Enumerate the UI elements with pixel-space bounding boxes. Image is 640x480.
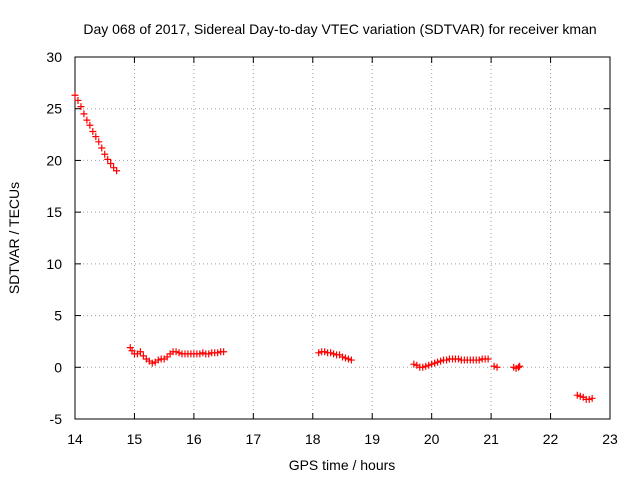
plot-frame [74,56,611,420]
chart-title: Day 068 of 2017, Sidereal Day-to-day VTE… [83,21,596,37]
data-point [74,96,82,104]
data-point [576,392,584,400]
data-point [110,164,118,172]
data-point [493,363,501,371]
series-arc-5 [490,362,501,371]
data-point [347,356,355,364]
x-tick-label: 22 [543,431,559,447]
data-point [516,362,524,370]
data-point [327,349,335,357]
series-arc-7 [573,391,596,403]
data-point [330,350,338,358]
data-point [573,391,581,399]
data-point [214,349,222,357]
x-tick-label: 19 [364,431,380,447]
data-point [92,133,100,141]
data-point [220,348,228,356]
data-points [71,91,596,403]
data-point [341,354,349,362]
data-point [175,349,183,357]
series-arc-6 [510,362,524,372]
x-tick-label: 15 [127,431,143,447]
data-point [126,344,134,352]
data-point [321,348,329,356]
data-point [315,349,323,357]
data-point [107,160,115,168]
y-tick-label: 15 [46,204,62,220]
data-point [205,350,213,358]
data-point [104,155,112,163]
y-tick-label: -5 [50,411,63,427]
data-point [98,144,106,152]
data-point [80,110,88,118]
y-tick-label: 5 [54,308,62,324]
y-tick-label: 30 [46,49,62,65]
data-point [434,358,442,366]
y-axis-label: SDTVAR / TECUs [6,182,22,294]
y-tick-label: 25 [46,101,62,117]
data-point [86,121,94,129]
data-point [585,395,593,403]
data-point [89,127,97,135]
data-point [484,355,492,363]
series-arc-4 [410,355,492,371]
data-point [101,150,109,158]
data-point [71,91,79,99]
data-point [454,355,462,363]
data-point [410,360,418,368]
data-point [490,362,498,370]
grid [75,57,610,419]
data-point [419,363,427,371]
x-axis-label: GPS time / hours [289,457,396,473]
y-tick-label: 20 [46,152,62,168]
data-point [344,355,352,363]
x-tick-labels: 14 15 16 17 18 19 20 21 22 23 [67,431,618,447]
x-tick-label: 17 [246,431,262,447]
x-tick-label: 14 [67,431,83,447]
x-tick-label: 20 [424,431,440,447]
axis-ticks [74,56,611,420]
data-point [428,360,436,368]
x-tick-label: 21 [483,431,499,447]
data-point [154,356,162,364]
data-point [77,103,85,111]
data-point [431,359,439,367]
data-point [83,116,91,124]
x-tick-label: 23 [602,431,618,447]
data-point [422,362,430,370]
data-point [199,349,207,357]
data-point [113,167,121,175]
series-arc-2 [126,344,228,367]
x-tick-label: 16 [186,431,202,447]
data-point [443,356,451,364]
data-point [148,359,156,367]
x-tick-label: 18 [305,431,321,447]
y-tick-label: 0 [54,359,62,375]
y-tick-label: 10 [46,256,62,272]
data-point [95,138,103,146]
data-point [514,363,522,371]
data-point [339,353,346,361]
data-point [425,361,433,369]
data-point [136,348,144,356]
data-point [139,352,147,360]
data-point [588,394,596,402]
y-tick-labels: -5 0 5 10 15 20 25 30 [46,49,62,427]
series-arc-3 [315,348,355,364]
data-point [172,348,180,356]
data-point [437,357,445,365]
data-point [163,353,171,361]
data-point [475,356,483,364]
data-point [196,350,204,358]
series-arc-1 [71,91,121,175]
